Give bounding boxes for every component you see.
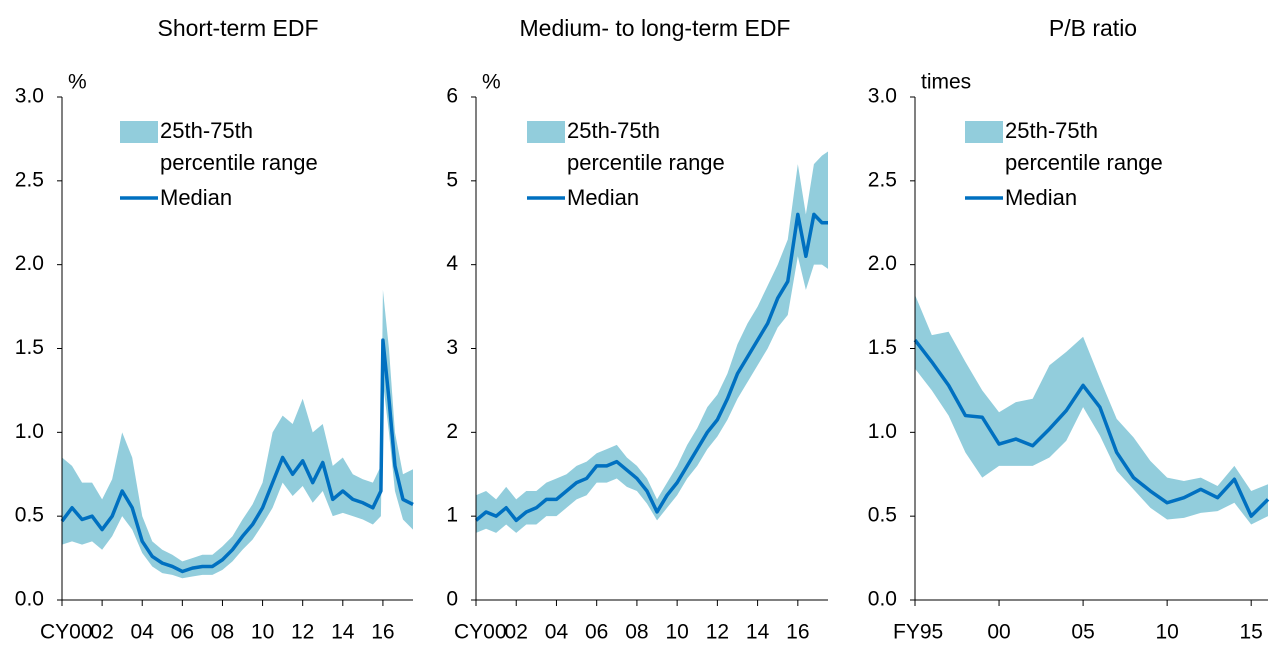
y-tick-label: 0 bbox=[446, 588, 458, 611]
y-tick-label: 0.0 bbox=[15, 588, 44, 611]
y-tick-label: 4 bbox=[446, 252, 458, 275]
x-tick-label: 06 bbox=[171, 621, 194, 644]
x-tick-label: 08 bbox=[211, 621, 234, 644]
x-tick-label: 04 bbox=[131, 621, 155, 644]
y-tick-label: 1.0 bbox=[868, 420, 897, 443]
x-tick-label: 02 bbox=[505, 621, 528, 644]
y-tick-label: 6 bbox=[446, 85, 458, 108]
median-line bbox=[913, 339, 1270, 518]
legend-label: Median bbox=[1005, 185, 1078, 210]
x-tick-label: 15 bbox=[1240, 621, 1263, 644]
y-tick-label: 5 bbox=[446, 168, 458, 191]
x-tick-label: 10 bbox=[1155, 621, 1178, 644]
y-tick-label: 2 bbox=[446, 420, 458, 443]
x-tick-label: 06 bbox=[585, 621, 608, 644]
legend-swatch bbox=[527, 121, 565, 143]
chart-title: P/B ratio bbox=[1049, 15, 1137, 41]
x-tick-label: CY00 bbox=[454, 621, 507, 644]
y-tick-label: 1.0 bbox=[15, 420, 44, 443]
unit-label: % bbox=[482, 71, 501, 94]
legend-label: 25th-75th percentile range bbox=[1005, 118, 1163, 175]
x-tick-label: 10 bbox=[665, 621, 688, 644]
legend-swatch bbox=[120, 121, 158, 143]
x-tick-label: FY95 bbox=[893, 621, 943, 644]
legend-label: 25th-75th percentile range bbox=[567, 118, 725, 175]
y-tick-label: 0.5 bbox=[868, 504, 897, 527]
y-tick-label: 0.5 bbox=[15, 504, 44, 527]
x-tick-label: 04 bbox=[545, 621, 569, 644]
x-tick-label: 00 bbox=[987, 621, 1010, 644]
x-tick-label: 16 bbox=[371, 621, 394, 644]
y-tick-label: 3.0 bbox=[868, 85, 897, 108]
x-tick-label: 10 bbox=[251, 621, 274, 644]
legend-label: Median bbox=[567, 185, 640, 210]
legend-label: 25th-75th percentile range bbox=[160, 118, 318, 175]
legend-label: Median bbox=[160, 185, 233, 210]
x-tick-label: 14 bbox=[331, 621, 355, 644]
unit-label: times bbox=[921, 71, 971, 94]
x-tick-label: 16 bbox=[786, 621, 809, 644]
y-tick-label: 1 bbox=[446, 504, 458, 527]
percentile-band bbox=[62, 289, 413, 579]
x-tick-label: 02 bbox=[90, 621, 113, 644]
percentile-band bbox=[915, 294, 1268, 525]
y-tick-label: 3 bbox=[446, 336, 458, 359]
legend-swatch bbox=[965, 121, 1003, 143]
y-tick-label: 0.0 bbox=[868, 588, 897, 611]
y-tick-label: 1.5 bbox=[868, 336, 897, 359]
x-tick-label: 08 bbox=[625, 621, 648, 644]
y-tick-label: 2.5 bbox=[868, 168, 897, 191]
y-tick-label: 3.0 bbox=[15, 85, 44, 108]
x-tick-label: 12 bbox=[291, 621, 314, 644]
y-tick-label: 2.0 bbox=[868, 252, 897, 275]
y-tick-label: 2.0 bbox=[15, 252, 44, 275]
chart-title: Medium- to long-term EDF bbox=[520, 15, 791, 41]
y-tick-label: 1.5 bbox=[15, 336, 44, 359]
x-tick-label: 14 bbox=[746, 621, 770, 644]
chart-title: Short-term EDF bbox=[157, 15, 318, 41]
median-line bbox=[474, 212, 828, 523]
x-tick-label: CY00 bbox=[40, 621, 93, 644]
unit-label: % bbox=[68, 71, 87, 94]
y-tick-label: 2.5 bbox=[15, 168, 44, 191]
x-tick-label: 05 bbox=[1071, 621, 1094, 644]
median-line bbox=[60, 338, 414, 574]
x-tick-label: 12 bbox=[706, 621, 729, 644]
